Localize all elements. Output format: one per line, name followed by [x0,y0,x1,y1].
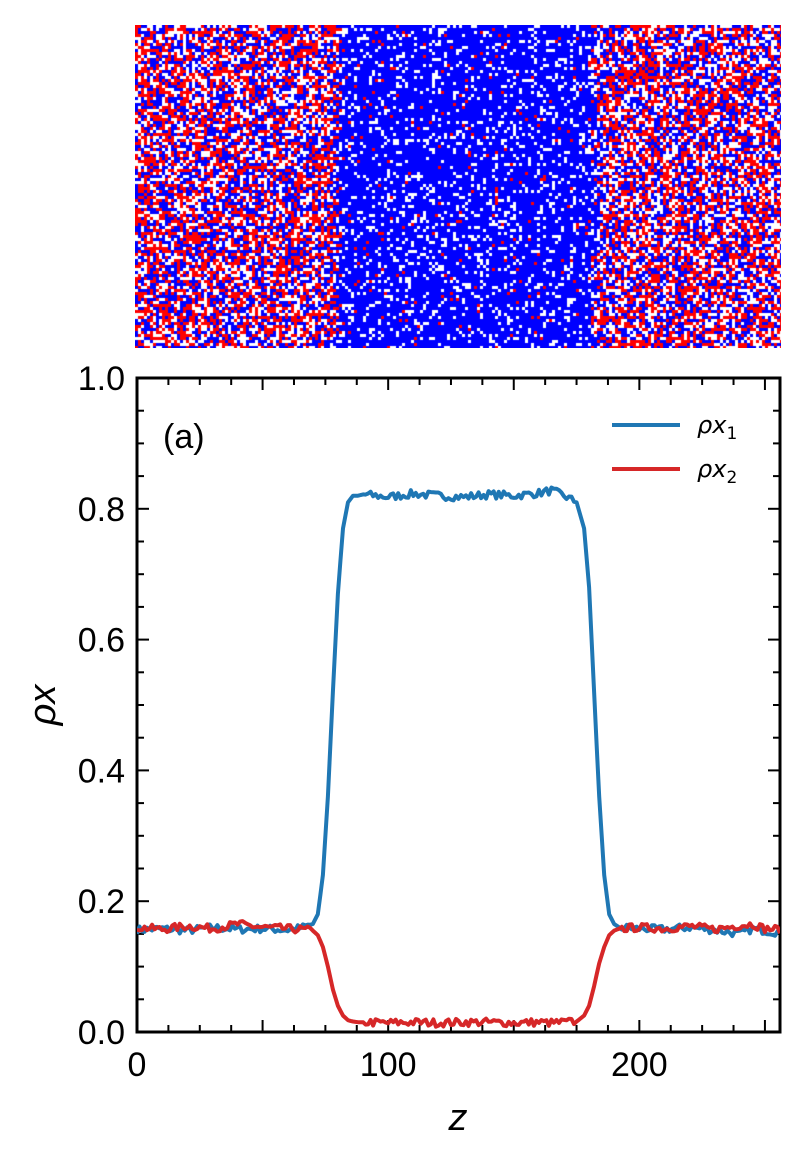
y-tick-label: 1.0 [78,360,125,398]
tick-labels: 0 100 200 0.0 0.2 0.4 0.6 0.8 1.0 [78,360,668,1084]
x-axis-title: z [448,1097,468,1139]
y-tick-label: 0.6 [78,622,125,660]
series-line-1 [137,485,780,939]
series-lines [137,485,780,1029]
y-tick-label: 0.0 [78,1014,125,1052]
legend-label-1: ρx1 [697,411,737,444]
x-tick-label: 100 [360,1046,417,1084]
y-axis-title: ρx [22,683,64,727]
x-tick-label: 0 [128,1046,147,1084]
plot-frame [135,376,782,1034]
x-tick-label: 200 [611,1046,668,1084]
y-tick-label: 0.2 [78,883,125,921]
y-tick-label: 0.8 [78,491,125,529]
legend-label-2: ρx2 [697,455,737,488]
simulation-snapshot [135,25,781,348]
panel-label: (a) [163,418,205,456]
series-line-2 [137,919,780,1029]
ticks [136,377,780,1033]
axes-frame [135,376,782,1034]
y-tick-label: 0.4 [78,752,125,790]
